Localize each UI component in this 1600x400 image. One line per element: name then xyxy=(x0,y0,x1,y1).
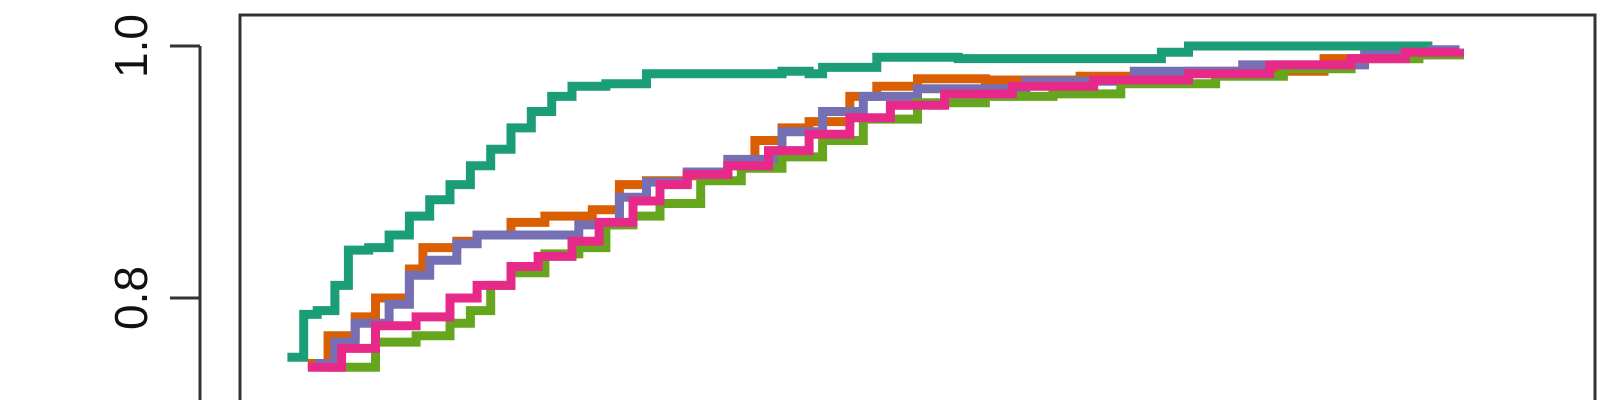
y-axis-ticks: 0.8 1.0 xyxy=(105,14,200,330)
series-layer xyxy=(287,41,1464,372)
series-line-1 xyxy=(287,41,1433,362)
plot-frame xyxy=(238,13,1597,400)
y-tick-label: 0.8 xyxy=(105,266,157,330)
series-line-5 xyxy=(307,47,1464,372)
y-tick-label: 1.0 xyxy=(105,14,157,78)
series-line-4 xyxy=(321,50,1464,372)
series-line-3 xyxy=(314,45,1464,368)
